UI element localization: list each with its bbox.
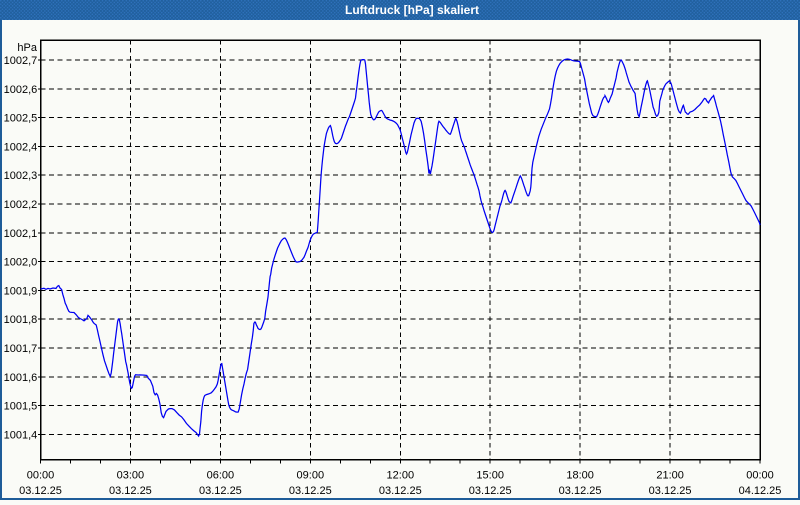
svg-text:1001,8: 1001,8: [4, 314, 38, 326]
svg-text:03.12.25: 03.12.25: [19, 485, 62, 497]
svg-text:03.12.25: 03.12.25: [109, 485, 152, 497]
svg-text:04.12.25: 04.12.25: [739, 485, 782, 497]
svg-text:hPa: hPa: [17, 42, 37, 54]
svg-text:1001,5: 1001,5: [4, 401, 38, 413]
svg-text:06:00: 06:00: [207, 470, 235, 482]
svg-text:1002,6: 1002,6: [4, 84, 38, 96]
svg-text:03.12.25: 03.12.25: [469, 485, 512, 497]
svg-text:00:00: 00:00: [27, 470, 55, 482]
svg-text:18:00: 18:00: [566, 470, 594, 482]
svg-text:1002,7: 1002,7: [4, 55, 38, 67]
svg-text:1002,1: 1002,1: [4, 228, 38, 240]
svg-text:1002,3: 1002,3: [4, 170, 38, 182]
svg-text:03:00: 03:00: [117, 470, 145, 482]
svg-text:03.12.25: 03.12.25: [379, 485, 422, 497]
svg-text:1002,0: 1002,0: [4, 257, 38, 269]
svg-text:1002,2: 1002,2: [4, 199, 38, 211]
svg-text:1002,5: 1002,5: [4, 113, 38, 125]
svg-text:00:00: 00:00: [746, 470, 774, 482]
svg-text:15:00: 15:00: [476, 470, 504, 482]
svg-text:03.12.25: 03.12.25: [649, 485, 692, 497]
svg-text:03.12.25: 03.12.25: [289, 485, 332, 497]
svg-text:1002,4: 1002,4: [4, 141, 38, 153]
svg-text:1001,4: 1001,4: [4, 429, 38, 441]
svg-text:21:00: 21:00: [656, 470, 684, 482]
svg-text:09:00: 09:00: [297, 470, 325, 482]
svg-text:12:00: 12:00: [387, 470, 415, 482]
svg-text:1001,6: 1001,6: [4, 372, 38, 384]
svg-text:03.12.25: 03.12.25: [559, 485, 602, 497]
svg-text:03.12.25: 03.12.25: [199, 485, 242, 497]
svg-text:1001,7: 1001,7: [4, 343, 38, 355]
svg-text:1001,9: 1001,9: [4, 285, 38, 297]
